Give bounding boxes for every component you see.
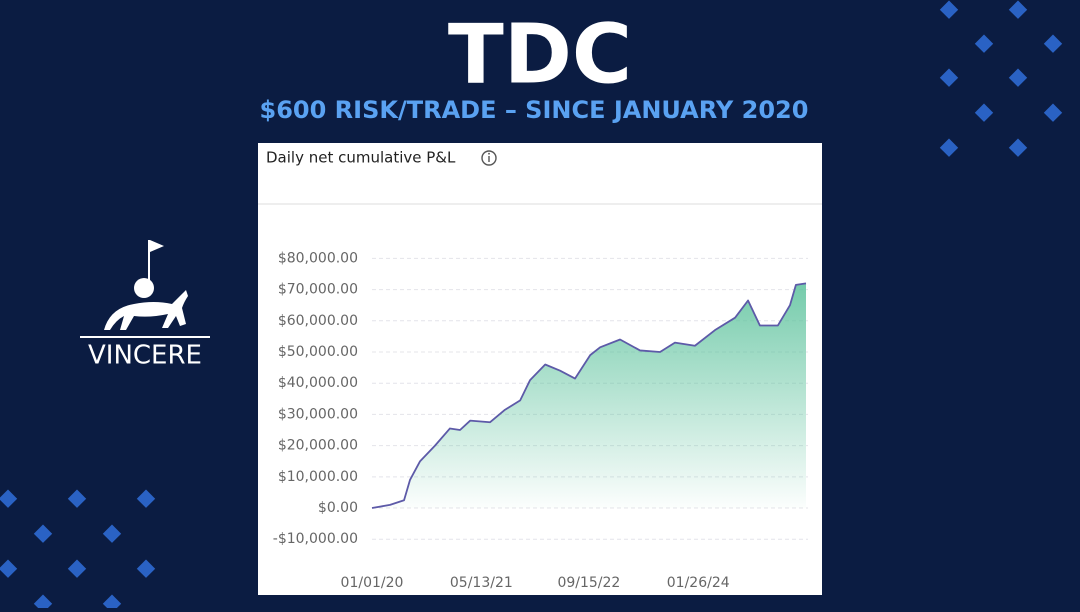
y-tick-label: $10,000.00 bbox=[278, 469, 358, 485]
x-tick-label: 09/15/22 bbox=[557, 575, 620, 591]
area bbox=[372, 283, 806, 509]
info-icon[interactable] bbox=[481, 150, 497, 166]
y-tick-label: $60,000.00 bbox=[278, 313, 358, 329]
logo-text: VINCERE bbox=[88, 341, 202, 371]
x-tick-label: 05/13/21 bbox=[450, 575, 513, 591]
page-title: TDC bbox=[448, 7, 632, 102]
y-tick-label: -$10,000.00 bbox=[273, 531, 358, 547]
page-subtitle: $600 RISK/TRADE – SINCE JANUARY 2020 bbox=[260, 96, 809, 124]
y-tick-label: $30,000.00 bbox=[278, 406, 358, 422]
y-tick-label: $50,000.00 bbox=[278, 344, 358, 360]
y-tick-label: $20,000.00 bbox=[278, 438, 358, 454]
plot: -$10,000.00 $0.00 $10,000.00 $20,000.00 $30,… bbox=[273, 250, 808, 591]
line bbox=[371, 282, 807, 509]
y-tick-label: $80,000.00 bbox=[278, 250, 358, 266]
y-tick-label: $0.00 bbox=[318, 500, 358, 516]
x-tick-label: 01/26/24 bbox=[667, 575, 730, 591]
y-tick-label: $40,000.00 bbox=[278, 375, 358, 391]
y-tick-label: $70,000.00 bbox=[278, 282, 358, 298]
chart-title: Daily net cumulative P&L bbox=[266, 149, 456, 167]
x-tick-label: 01/01/20 bbox=[341, 575, 404, 591]
logo-mark bbox=[80, 240, 210, 338]
